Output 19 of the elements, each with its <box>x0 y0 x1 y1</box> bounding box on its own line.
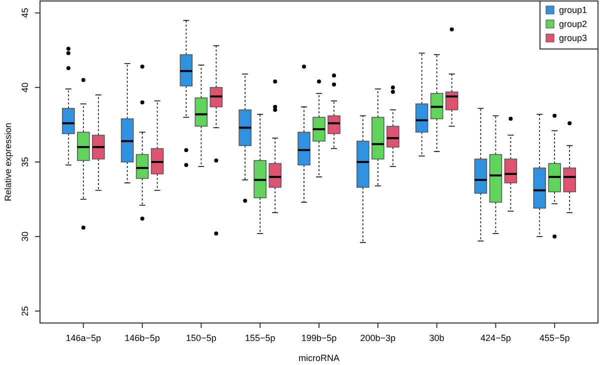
x-tick-label: 200b−3p <box>360 333 396 343</box>
y-tick-label: 30 <box>20 232 30 242</box>
y-tick-label: 25 <box>20 306 30 316</box>
x-tick-label: 30b <box>429 333 444 343</box>
x-tick-label: 155−5p <box>244 333 276 343</box>
y-tick-label: 35 <box>20 156 30 168</box>
legend-label: group2 <box>559 19 588 29</box>
x-tick-label: 455−5p <box>539 333 570 343</box>
y-tick-label: 45 <box>20 8 30 18</box>
x-tick-label: 146b−5p <box>124 333 160 343</box>
x-tick-label: 150−5p <box>186 333 216 343</box>
legend-label: group3 <box>559 33 588 43</box>
x-tick-label: 199b−5p <box>301 333 337 343</box>
y-tick-label: 40 <box>20 82 30 92</box>
x-tick-label: 146a−5p <box>66 333 102 343</box>
legend-label: group1 <box>559 5 588 15</box>
y-axis-title: Relative expression <box>3 122 13 202</box>
x-tick-label: 424−5p <box>480 333 511 343</box>
x-axis-title: microRNA <box>298 353 340 363</box>
